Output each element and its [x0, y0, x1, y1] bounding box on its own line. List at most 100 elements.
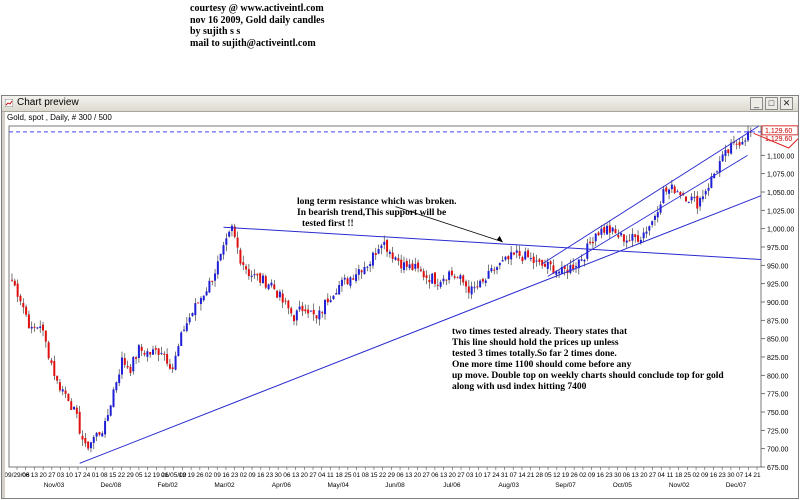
candle-bull [61, 389, 64, 392]
candle-bull [496, 267, 499, 270]
window-titlebar[interactable]: Chart preview _ □ ✕ [2, 96, 798, 112]
y-tick-label: 850.00 [767, 337, 789, 344]
candle-bull [747, 131, 750, 141]
x-tick-label: 13 [632, 472, 640, 479]
candle-bull [498, 262, 501, 266]
candle-bull [687, 201, 690, 203]
x-tick-label: 14 [518, 472, 526, 479]
candle-bull [479, 280, 482, 288]
candle-bear [352, 278, 355, 280]
x-tick-label: 19 [562, 472, 570, 479]
candle-bull [648, 226, 651, 231]
candle-bear [301, 305, 304, 312]
candle-bear [386, 239, 389, 252]
candle-bull [487, 270, 490, 279]
candle-bull [668, 189, 671, 194]
candle-bull [600, 228, 603, 235]
candle-bull [594, 233, 597, 242]
candle-bear [87, 441, 90, 449]
candle-bull [558, 271, 561, 274]
x-month-label: Nov/02 [669, 482, 690, 489]
candle-bear [70, 401, 73, 410]
x-tick-label: 18 [675, 472, 683, 479]
x-tick-label: 13 [31, 472, 39, 479]
price-label: 1,129.60 [765, 128, 792, 135]
candle-bear [727, 149, 730, 154]
candle-bear [549, 261, 552, 265]
price-label-box [761, 125, 798, 136]
x-month-label: Dec/08 [101, 482, 122, 489]
x-month-label: Mar/02 [214, 482, 235, 489]
y-tick-label: 675.00 [767, 465, 789, 472]
chart-preview-window: Chart preview _ □ ✕ Gold, spot , Daily, … [1, 95, 799, 499]
x-tick-label: 06 [431, 472, 439, 479]
candle-bear [538, 259, 541, 263]
candle-bull [606, 225, 609, 235]
candle-bull [580, 259, 583, 261]
candle-bull [324, 299, 327, 315]
x-tick-label: 07 [510, 472, 518, 479]
candle-bull [741, 141, 744, 145]
candle-bull [205, 291, 208, 296]
candle-bull [216, 261, 219, 275]
candle-bull [442, 278, 445, 282]
x-tick-label: 29 [388, 472, 396, 479]
candlestick-chart: 675.00 700.00 725.00 750.00 775.00 800.00 825.… [5, 125, 798, 489]
candle-bear [304, 309, 307, 312]
candle-bear [552, 265, 555, 274]
candle-bull [219, 253, 222, 261]
candle-bull [357, 269, 360, 275]
candle-bear [287, 300, 290, 309]
candle-bull [180, 332, 183, 347]
x-tick-label: 13 [292, 472, 300, 479]
candle-bear [679, 191, 682, 196]
candle-bull [693, 197, 696, 199]
candle-bull [160, 352, 163, 354]
candle-bull [656, 212, 659, 218]
candle-bear [391, 252, 394, 259]
x-tick-label: 16 [222, 472, 230, 479]
candle-bear [81, 435, 84, 440]
maximize-button[interactable]: □ [765, 97, 778, 110]
x-tick-label: 06 [396, 472, 404, 479]
y-tick-label: 1,050.00 [767, 190, 794, 197]
close-button[interactable]: ✕ [780, 97, 793, 110]
candle-bull [295, 310, 298, 321]
candle-bull [39, 326, 42, 329]
candle-bear [245, 266, 248, 270]
x-tick-label: 10 [475, 472, 483, 479]
candle-bear [197, 302, 200, 304]
candle-bear [22, 302, 25, 308]
candle-bull [174, 355, 177, 370]
x-tick-label: 21 [753, 472, 761, 479]
candle-bear [264, 276, 267, 288]
candle-bear [467, 286, 470, 293]
candle-bear [374, 253, 377, 255]
candle-bull [721, 154, 724, 162]
candle-bear [597, 232, 600, 236]
candle-bull [109, 405, 112, 416]
x-tick-label: 09/29/08 [5, 472, 30, 479]
candle-bear [749, 131, 752, 133]
x-tick-label: 12 [144, 472, 152, 479]
x-month-label: Apr/06 [272, 482, 292, 489]
candle-bear [425, 275, 428, 278]
x-tick-label: 05 [544, 472, 552, 479]
support-note-line: along with usd index hitting 7400 [452, 382, 587, 392]
candle-bear [400, 259, 403, 269]
y-tick-label: 1,100.00 [767, 153, 794, 160]
minimize-button[interactable]: _ [750, 97, 763, 110]
candle-bear [543, 263, 546, 267]
x-tick-label: 01 [353, 472, 361, 479]
x-tick-label: 27 [649, 472, 657, 479]
candle-bull [183, 329, 186, 331]
candle-bear [281, 293, 284, 303]
candle-bull [414, 263, 417, 269]
candle-bull [120, 357, 123, 375]
resistance-note-line: long term resistance which was broken. [297, 197, 457, 207]
candle-bear [16, 283, 19, 297]
candle-bull [470, 286, 473, 295]
candle-bull [586, 243, 589, 259]
candle-bull [642, 232, 645, 239]
candle-bear [507, 255, 510, 260]
